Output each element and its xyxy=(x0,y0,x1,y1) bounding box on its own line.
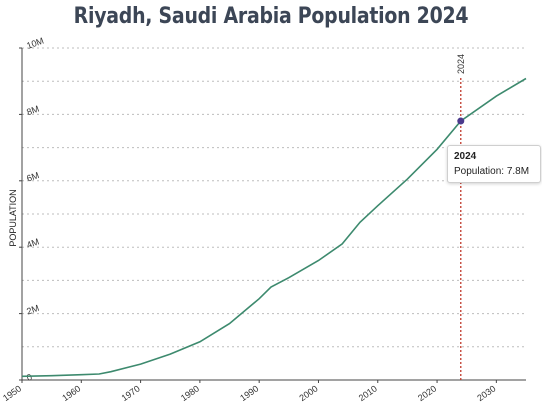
x-tick-label: 1970 xyxy=(120,383,142,402)
x-tick-label: 2030 xyxy=(475,383,497,402)
y-tick-label: 8M xyxy=(25,104,40,118)
y-axis-label: POPULATION xyxy=(8,189,18,246)
chart-title: Riyadh, Saudi Arabia Population 2024 xyxy=(73,4,469,29)
tooltip: 2024 Population: 7.8M xyxy=(447,145,541,183)
y-tick-label: 10M xyxy=(25,35,45,50)
x-tick-label: 2010 xyxy=(357,383,379,402)
y-tick-label: 2M xyxy=(25,303,40,317)
x-tick-label: 2000 xyxy=(297,383,319,402)
y-tick-label: 6M xyxy=(25,170,40,184)
axes xyxy=(21,48,526,381)
x-tick-label: 1990 xyxy=(238,383,260,402)
x-tick-label: 1980 xyxy=(179,383,201,402)
y-tick-label: 0 xyxy=(25,372,33,383)
y-ticks: 0 2M 4M 6M 8M 10M xyxy=(19,35,45,383)
x-tick-label: 1950 xyxy=(1,383,23,402)
x-tick-label: 1960 xyxy=(60,383,82,402)
highlight-point[interactable] xyxy=(457,117,465,125)
y-tick-label: 4M xyxy=(25,236,40,250)
x-ticks: 1950 1960 1970 1980 1990 2000 2010 2020 2030 xyxy=(1,380,498,402)
population-series-line xyxy=(21,77,527,378)
tooltip-year: 2024 xyxy=(454,151,477,162)
tooltip-value: Population: 7.8M xyxy=(454,166,530,177)
reference-line-label: 2024 xyxy=(456,54,466,74)
grid-lines xyxy=(22,47,526,348)
x-tick-label: 2020 xyxy=(416,383,438,402)
